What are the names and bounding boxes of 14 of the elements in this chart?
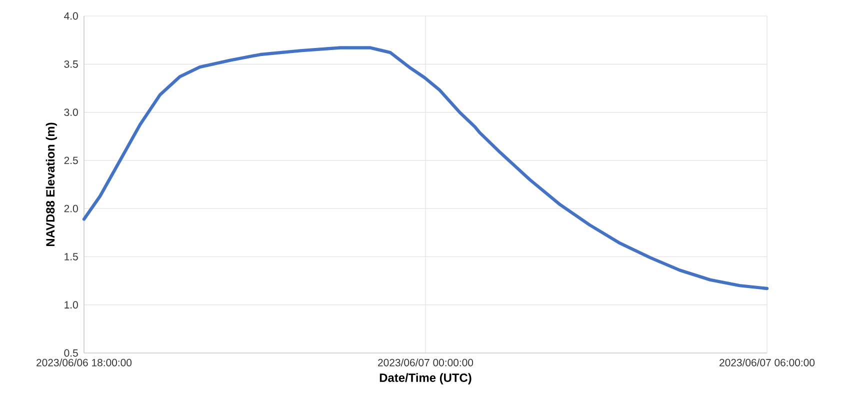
y-tick-label: 3.5 [64, 60, 78, 68]
y-tick-label: 4.0 [64, 12, 78, 20]
y-axis-title: NAVD88 Elevation (m) [46, 122, 57, 246]
y-tick-label: 0.5 [64, 349, 78, 357]
y-tick-label: 3.0 [64, 108, 78, 116]
x-tick-label: 2023/06/06 18:00:00 [36, 358, 132, 366]
y-tick-label: 1.0 [64, 301, 78, 309]
x-tick-label: 2023/06/07 00:00:00 [378, 358, 474, 366]
x-tick-label: 2023/06/07 06:00:00 [720, 358, 815, 366]
x-axis-title: Date/Time (UTC) [380, 373, 472, 384]
y-tick-label: 2.0 [64, 204, 78, 212]
y-tick-label: 1.5 [64, 253, 78, 260]
y-tick-label: 2.5 [64, 156, 78, 164]
line-series [82, 46, 769, 290]
